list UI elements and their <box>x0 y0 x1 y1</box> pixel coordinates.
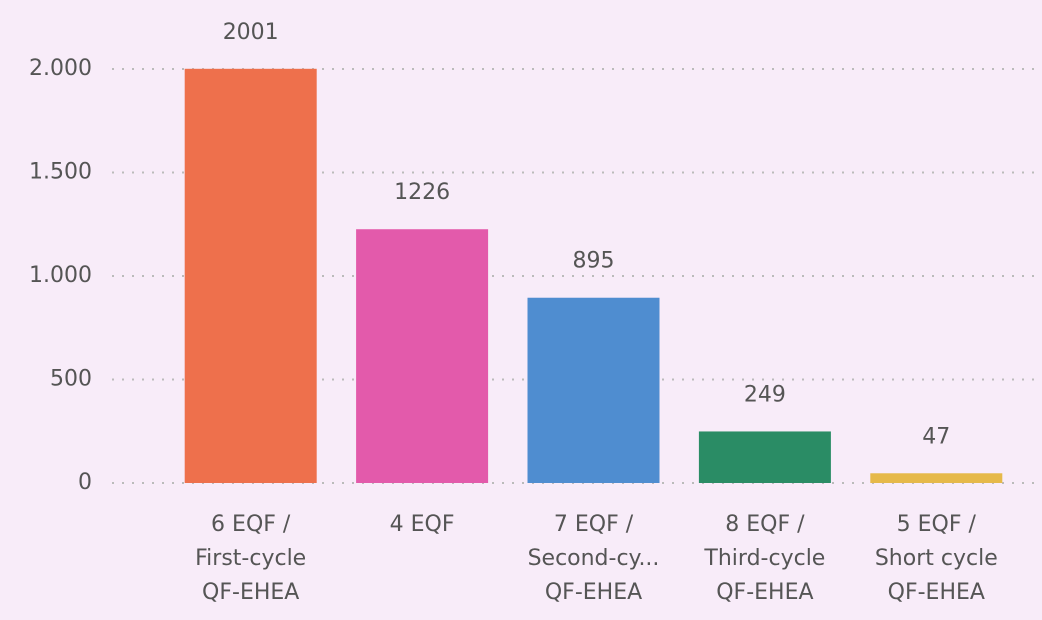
x-tick-label: 6 EQF / First-cycle QF-EHEA <box>195 512 307 605</box>
bar <box>698 431 831 483</box>
data-label: 2001 <box>223 20 279 45</box>
x-tick-label: 8 EQF / Third-cycle QF-EHEA <box>704 512 826 605</box>
bar <box>870 473 1003 483</box>
data-label: 895 <box>573 249 615 274</box>
data-label: 47 <box>922 424 950 449</box>
x-tick-label: 7 EQF / Second-cy... QF-EHEA <box>527 512 660 605</box>
y-tick-label: 1.000 <box>29 263 92 288</box>
x-tick-label: 5 EQF / Short cycle QF-EHEA <box>874 512 998 605</box>
y-tick-label: 500 <box>50 367 92 392</box>
y-tick-label: 2.000 <box>29 56 92 81</box>
bar <box>356 229 489 483</box>
x-tick-label: 4 EQF <box>389 512 455 537</box>
bar <box>527 297 660 483</box>
data-label: 249 <box>744 382 786 407</box>
y-tick-label: 0 <box>78 470 92 495</box>
data-label: 1226 <box>394 180 450 205</box>
bar <box>184 68 317 483</box>
y-tick-label: 1.500 <box>29 160 92 185</box>
